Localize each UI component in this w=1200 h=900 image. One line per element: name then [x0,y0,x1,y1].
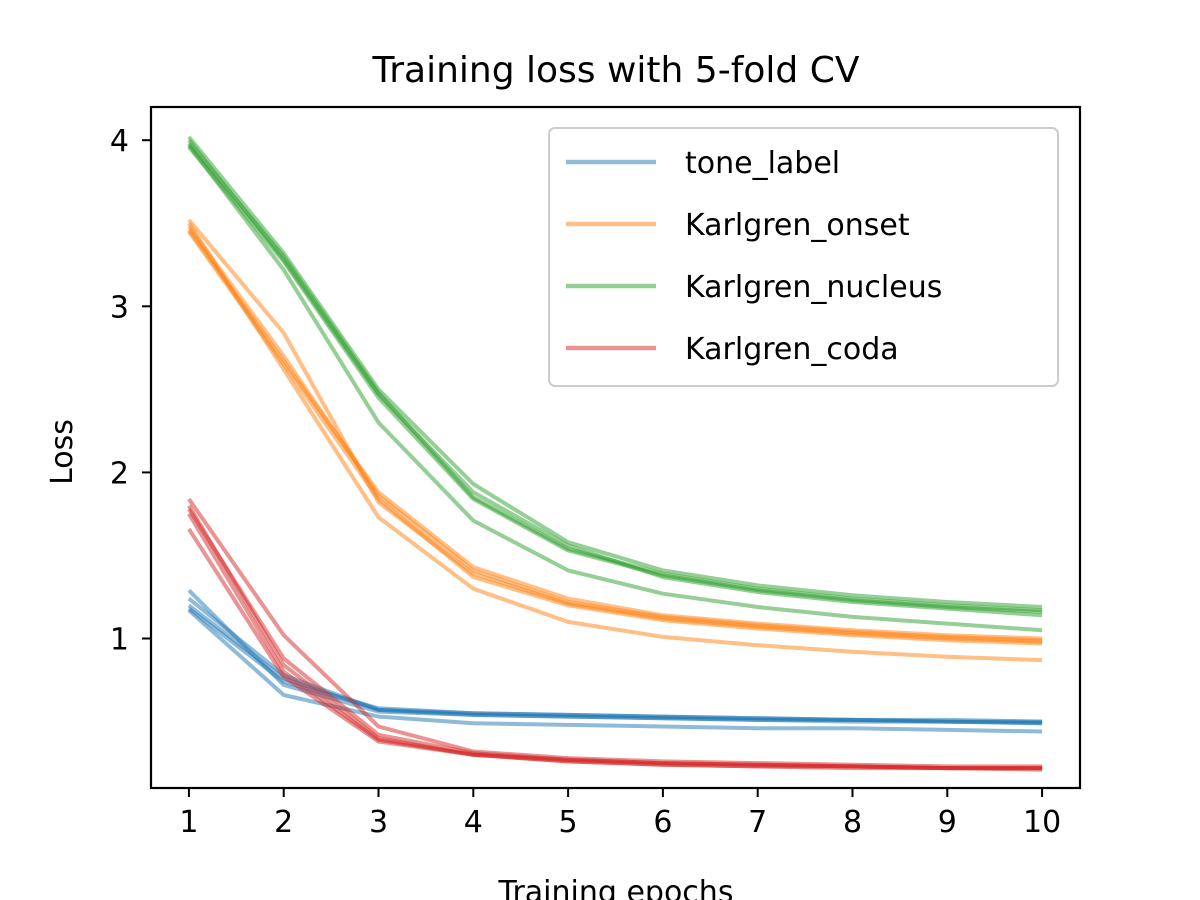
series-line-karlgren-onset-fold-5 [187,222,1043,663]
series-line-karlgren-coda-fold-5 [187,527,1043,772]
series-line-karlgren-nucleus-fold-5 [187,143,1043,633]
legend: tone_label Karlgren_onset Karlgren_nucleus… [548,127,1059,387]
series-line-karlgren-nucleus-fold-2 [187,135,1043,609]
x-tick-label: 8 [843,805,862,840]
y-tick-label: 4 [110,124,129,159]
x-tick-label: 3 [369,805,388,840]
x-tick-label: 6 [653,805,672,840]
axes-frame [149,105,1082,790]
y-tick-label: 3 [110,290,129,325]
x-tick-label: 7 [748,805,767,840]
y-tick-label: 1 [110,623,129,658]
series-line-karlgren-nucleus-fold-4 [187,138,1043,618]
x-axis-label: Training epochs [498,875,734,900]
x-tick-label: 9 [938,805,957,840]
x-axis: 1 2 3 4 5 6 7 8 9 10 [179,788,1061,840]
legend-box [548,127,1059,387]
legend-label: Karlgren_coda [685,332,899,367]
x-tick-label: 1 [179,805,198,840]
series-line-karlgren-onset-fold-4 [187,230,1043,646]
plot-area [187,135,1043,772]
legend-label: Karlgren_onset [685,208,910,243]
legend-label: tone_label [685,146,840,181]
legend-label: Karlgren_nucleus [685,270,942,305]
y-axis: 1 2 3 4 [110,124,151,658]
x-tick-label: 5 [559,805,578,840]
x-tick-label: 10 [1023,805,1061,840]
x-tick-label: 4 [464,805,483,840]
x-tick-label: 2 [274,805,293,840]
y-tick-label: 2 [110,456,129,491]
chart-title: Training loss with 5-fold CV [372,50,860,91]
y-axis-label: Loss [45,419,80,485]
